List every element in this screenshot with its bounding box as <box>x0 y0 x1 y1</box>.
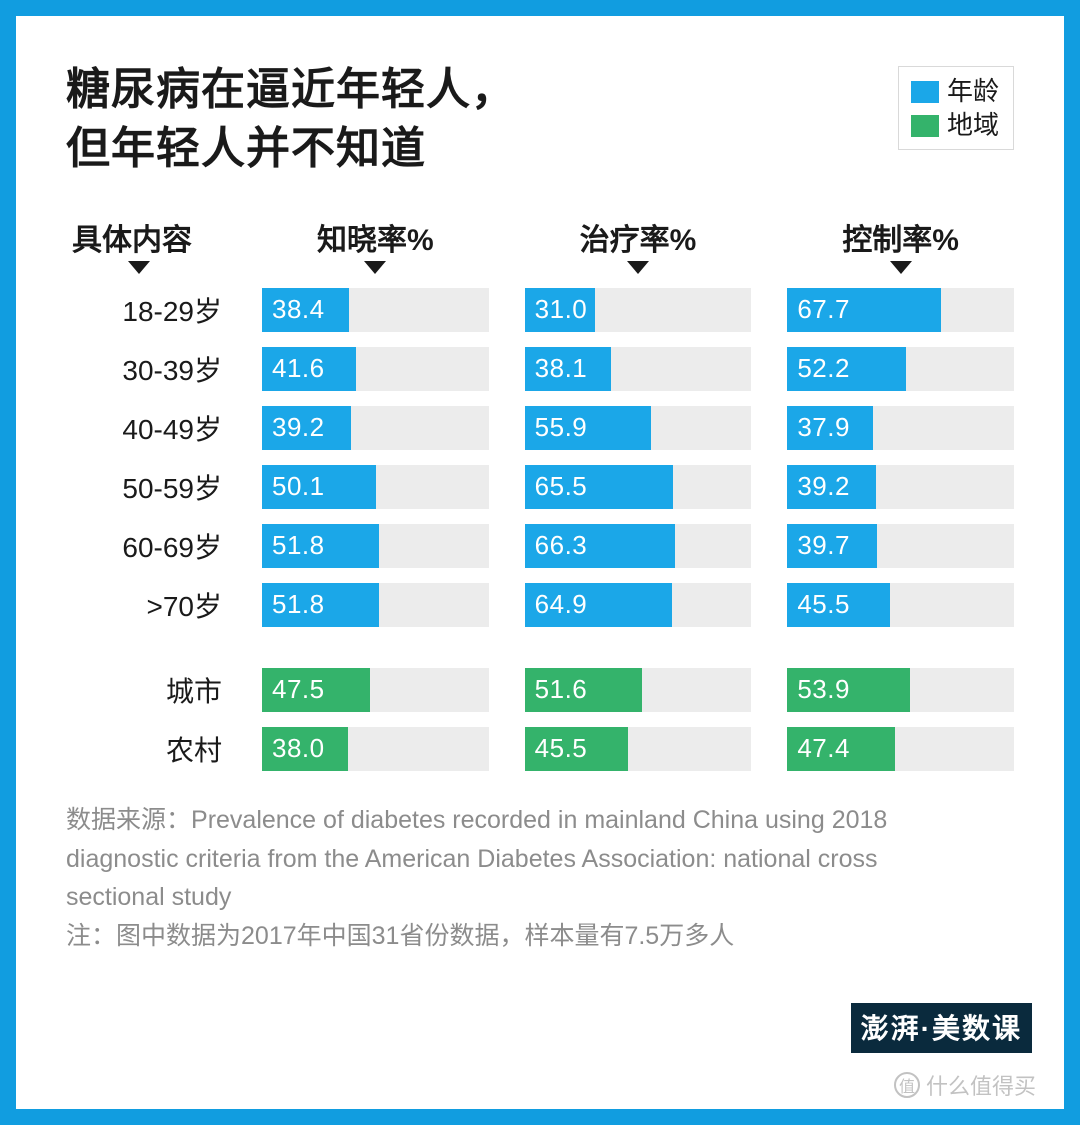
row-label: 60-69岁 <box>66 526 226 566</box>
bar-cell: 39.7 <box>787 524 1014 568</box>
bar-fill: 31.0 <box>525 288 595 332</box>
bar-cell: 47.4 <box>787 727 1014 771</box>
bar-cell: 67.7 <box>787 288 1014 332</box>
bar-fill: 39.2 <box>787 465 876 509</box>
col-header-awareness: 知晓率% <box>262 215 489 274</box>
bar-fill: 45.5 <box>787 583 890 627</box>
col-header-control: 控制率% <box>787 215 1014 274</box>
bar-cell: 51.8 <box>262 583 489 627</box>
col-header-category: 具体内容 <box>66 215 226 274</box>
bar-cell: 65.5 <box>525 465 752 509</box>
bar-cell: 51.6 <box>525 668 752 712</box>
bar-cell: 52.2 <box>787 347 1014 391</box>
bar-fill: 65.5 <box>525 465 673 509</box>
row-label: 50-59岁 <box>66 467 226 507</box>
bar-fill: 39.2 <box>262 406 351 450</box>
chart-title: 糖尿病在逼近年轻人， 但年轻人并不知道 <box>66 60 516 179</box>
table-row: 60-69岁 51.8 66.3 39.7 <box>66 524 1014 568</box>
bar-fill: 47.5 <box>262 668 370 712</box>
table-row: 18-29岁 38.4 31.0 67.7 <box>66 288 1014 332</box>
bar-fill: 51.8 <box>262 524 379 568</box>
table-body: 18-29岁 38.4 31.0 67.7 30-39岁 41.6 38.1 52.2 40-4… <box>66 288 1014 771</box>
table-row: 50-59岁 50.1 65.5 39.2 <box>66 465 1014 509</box>
bar-fill: 47.4 <box>787 727 894 771</box>
legend-item-region: 地域 <box>911 109 999 143</box>
bar-cell: 55.9 <box>525 406 752 450</box>
legend-item-age: 年龄 <box>911 75 999 109</box>
bar-cell: 45.5 <box>525 727 752 771</box>
bar-cell: 50.1 <box>262 465 489 509</box>
bar-fill: 39.7 <box>787 524 877 568</box>
row-label: 30-39岁 <box>66 349 226 389</box>
bar-cell: 39.2 <box>787 465 1014 509</box>
data-table: 具体内容 知晓率% 治疗率% 控制率% 18-29岁 38.4 31.0 67.7 30… <box>66 215 1014 771</box>
source-label: 数据来源： <box>66 806 191 834</box>
bar-cell: 66.3 <box>525 524 752 568</box>
table-row: 农村 38.0 45.5 47.4 <box>66 727 1014 771</box>
table-header-row: 具体内容 知晓率% 治疗率% 控制率% <box>66 215 1014 274</box>
row-label: 40-49岁 <box>66 408 226 448</box>
bar-fill: 67.7 <box>787 288 940 332</box>
row-label: 城市 <box>66 670 226 710</box>
title-line-1: 糖尿病在逼近年轻人， <box>66 60 516 119</box>
row-label: >70岁 <box>66 585 226 625</box>
bar-cell: 53.9 <box>787 668 1014 712</box>
col-header-treatment: 治疗率% <box>525 215 752 274</box>
legend-label-age: 年龄 <box>947 75 999 109</box>
publisher-badge: 澎湃·美数课 <box>851 1003 1032 1053</box>
watermark-icon: 值 <box>894 1072 920 1098</box>
bar-fill: 41.6 <box>262 347 356 391</box>
bar-cell: 51.8 <box>262 524 489 568</box>
title-line-2: 但年轻人并不知道 <box>66 119 516 178</box>
legend-swatch-age <box>911 81 939 103</box>
sort-icon <box>890 261 912 274</box>
section-gap <box>66 642 1014 668</box>
bar-cell: 31.0 <box>525 288 752 332</box>
note-line: 注：图中数据为2017年中国31省份数据，样本量有7.5万多人 <box>66 917 974 956</box>
bar-fill: 38.1 <box>525 347 611 391</box>
bar-fill: 45.5 <box>525 727 628 771</box>
bar-cell: 41.6 <box>262 347 489 391</box>
bar-fill: 52.2 <box>787 347 905 391</box>
bar-cell: 38.0 <box>262 727 489 771</box>
footer-notes: 数据来源：Prevalence of diabetes recorded in … <box>66 801 1014 956</box>
table-row: >70岁 51.8 64.9 45.5 <box>66 583 1014 627</box>
bar-fill: 66.3 <box>525 524 675 568</box>
legend-swatch-region <box>911 115 939 137</box>
table-row: 城市 47.5 51.6 53.9 <box>66 668 1014 712</box>
bar-cell: 37.9 <box>787 406 1014 450</box>
legend-label-region: 地域 <box>947 109 999 143</box>
bar-cell: 45.5 <box>787 583 1014 627</box>
bar-fill: 38.0 <box>262 727 348 771</box>
note-label: 注： <box>66 922 116 950</box>
watermark-text: 什么值得买 <box>926 1069 1036 1101</box>
table-row: 30-39岁 41.6 38.1 52.2 <box>66 347 1014 391</box>
bar-fill: 50.1 <box>262 465 376 509</box>
bar-fill: 64.9 <box>525 583 672 627</box>
bar-fill: 37.9 <box>787 406 873 450</box>
sort-icon <box>128 261 150 274</box>
source-line: 数据来源：Prevalence of diabetes recorded in … <box>66 801 974 917</box>
bar-fill: 51.8 <box>262 583 379 627</box>
header-row: 糖尿病在逼近年轻人， 但年轻人并不知道 年龄 地域 <box>66 60 1014 179</box>
row-label: 18-29岁 <box>66 290 226 330</box>
bar-cell: 38.1 <box>525 347 752 391</box>
sort-icon <box>364 261 386 274</box>
bar-fill: 38.4 <box>262 288 349 332</box>
legend-box: 年龄 地域 <box>898 66 1014 150</box>
bar-cell: 64.9 <box>525 583 752 627</box>
bar-fill: 53.9 <box>787 668 909 712</box>
bar-cell: 39.2 <box>262 406 489 450</box>
watermark: 值 什么值得买 <box>894 1069 1036 1101</box>
bar-fill: 55.9 <box>525 406 652 450</box>
row-label: 农村 <box>66 729 226 769</box>
table-row: 40-49岁 39.2 55.9 37.9 <box>66 406 1014 450</box>
sort-icon <box>627 261 649 274</box>
note-text: 图中数据为2017年中国31省份数据，样本量有7.5万多人 <box>116 922 734 950</box>
bar-fill: 51.6 <box>525 668 642 712</box>
infographic-frame: 糖尿病在逼近年轻人， 但年轻人并不知道 年龄 地域 具体内容 知晓率% <box>0 0 1080 1125</box>
bar-cell: 47.5 <box>262 668 489 712</box>
bar-cell: 38.4 <box>262 288 489 332</box>
